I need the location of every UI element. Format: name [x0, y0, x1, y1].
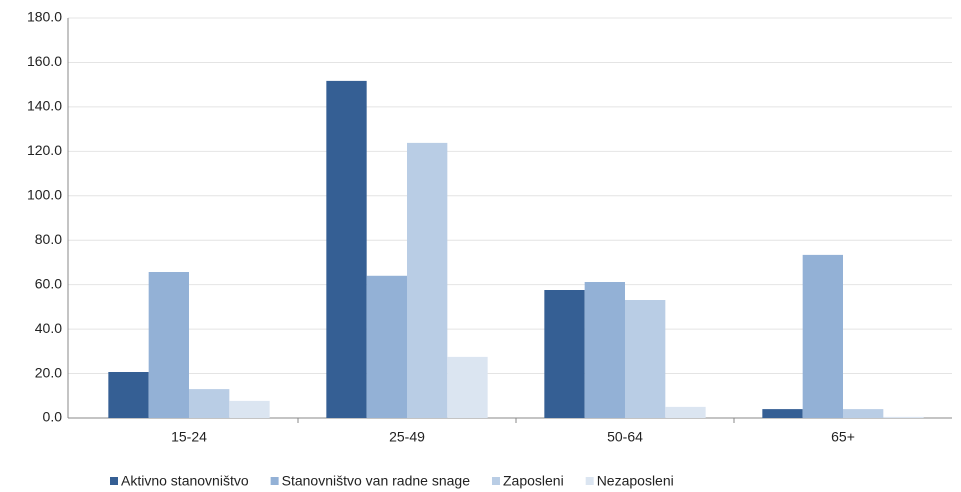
legend-swatch [491, 477, 500, 485]
y-tick-label: 180.0 [27, 9, 62, 25]
legend-swatch [110, 477, 118, 485]
y-tick-label: 160.0 [27, 53, 62, 69]
y-tick-label: 40.0 [35, 320, 62, 336]
bar [843, 409, 884, 418]
bar [544, 290, 585, 418]
bar [584, 282, 625, 418]
bar [762, 409, 803, 418]
y-tick-label: 80.0 [35, 231, 62, 247]
legend-label: Nezaposleni [597, 473, 674, 489]
y-tick-label: 120.0 [27, 142, 62, 158]
legend-swatch [270, 477, 279, 485]
legend-label: Aktivno stanovništvo [121, 473, 249, 489]
bar [148, 272, 189, 418]
y-tick-label: 100.0 [27, 186, 62, 202]
bar [366, 275, 407, 418]
x-tick-label: 15-24 [171, 429, 207, 445]
legend-label: Zaposleni [503, 473, 564, 489]
bar [407, 142, 448, 418]
bar [802, 254, 843, 418]
bar [883, 416, 924, 418]
y-tick-label: 20.0 [35, 364, 62, 380]
bar [665, 406, 706, 418]
bar [625, 300, 666, 418]
y-tick-label: 0.0 [43, 409, 63, 425]
legend-swatch [585, 477, 594, 485]
legend-label: Stanovništvo van radne snage [282, 473, 471, 489]
y-tick-label: 140.0 [27, 98, 62, 114]
bar [189, 389, 230, 418]
x-tick-label: 50-64 [607, 429, 643, 445]
bar [447, 356, 488, 418]
x-tick-label: 65+ [831, 429, 855, 445]
x-tick-label: 25-49 [389, 429, 425, 445]
bar [229, 400, 270, 418]
y-tick-label: 60.0 [35, 275, 62, 291]
bar [108, 372, 149, 418]
bar [326, 80, 367, 418]
